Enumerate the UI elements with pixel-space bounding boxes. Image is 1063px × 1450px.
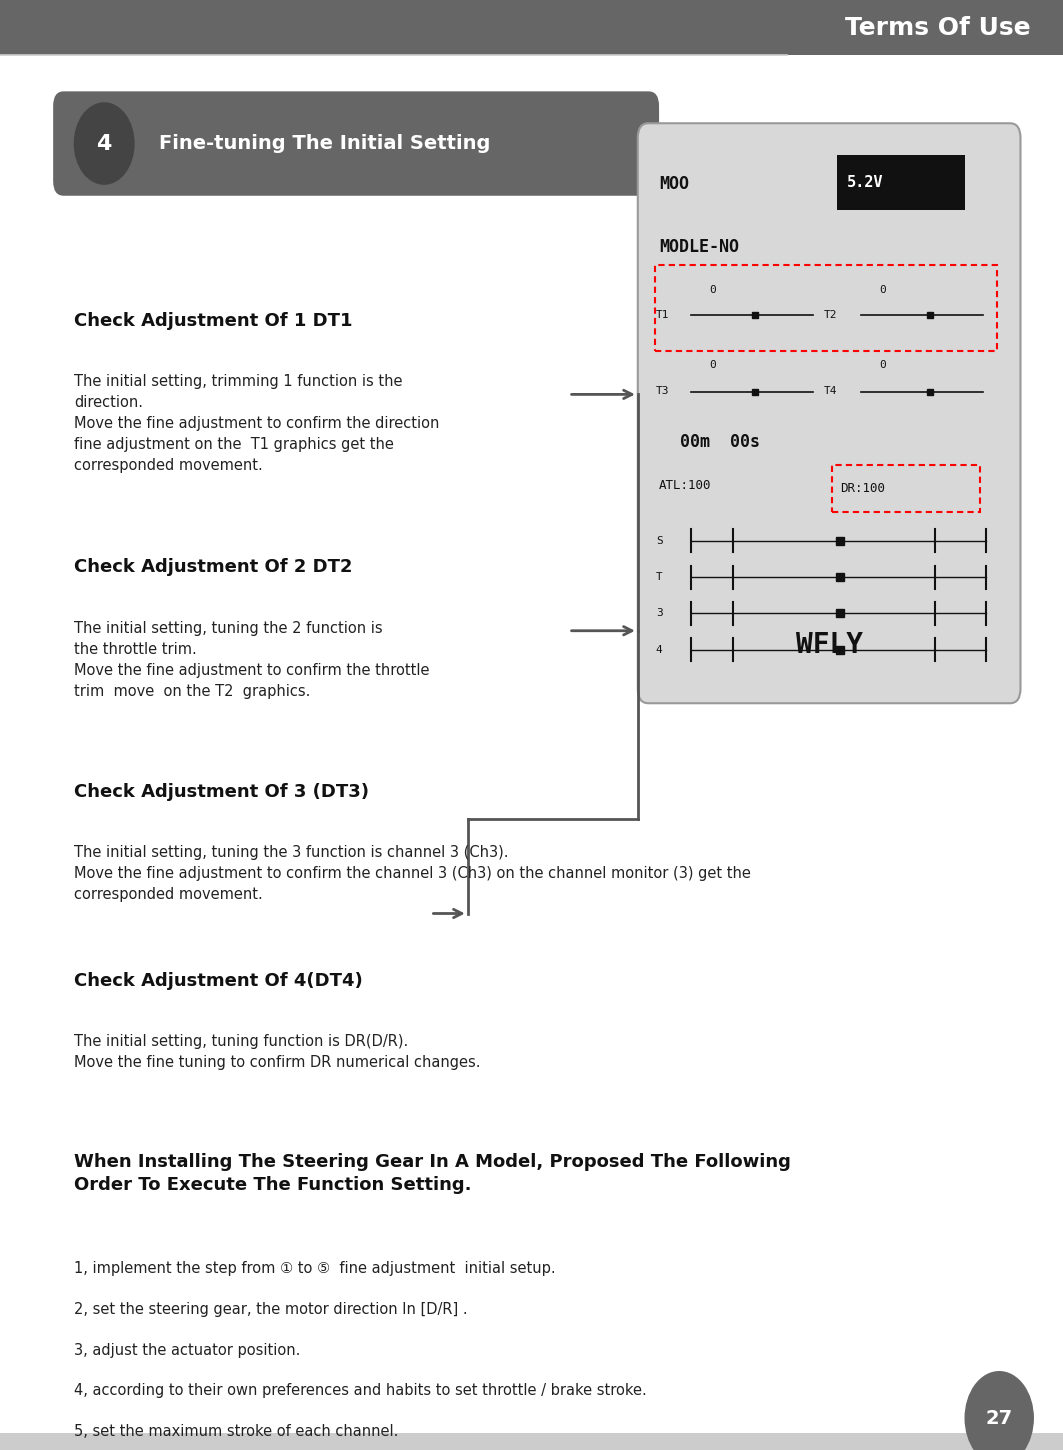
Text: 27: 27 xyxy=(985,1408,1013,1428)
Text: 3: 3 xyxy=(656,609,662,618)
Text: T: T xyxy=(656,573,662,581)
Text: Check Adjustment Of 2 DT2: Check Adjustment Of 2 DT2 xyxy=(74,558,353,576)
Text: 4: 4 xyxy=(656,645,662,654)
Text: 4, according to their own preferences and habits to set throttle / brake stroke.: 4, according to their own preferences an… xyxy=(74,1383,647,1398)
Text: The initial setting, trimming 1 function is the
direction.
Move the fine adjustm: The initial setting, trimming 1 function… xyxy=(74,374,440,473)
Text: The initial setting, tuning function is DR(D/R).
Move the fine tuning to confirm: The initial setting, tuning function is … xyxy=(74,1034,480,1070)
Text: T4: T4 xyxy=(824,387,838,396)
Text: T3: T3 xyxy=(656,387,670,396)
Text: 0: 0 xyxy=(879,286,885,294)
FancyBboxPatch shape xyxy=(638,123,1020,703)
Text: Check Adjustment Of 1 DT1: Check Adjustment Of 1 DT1 xyxy=(74,312,353,329)
Text: T1: T1 xyxy=(656,310,670,319)
Text: The initial setting, tuning the 3 function is channel 3 (Ch3).
Move the fine adj: The initial setting, tuning the 3 functi… xyxy=(74,845,752,902)
Text: 2, set the steering gear, the motor direction In [D/R] .: 2, set the steering gear, the motor dire… xyxy=(74,1302,468,1317)
Text: Check Adjustment Of 3 (DT3): Check Adjustment Of 3 (DT3) xyxy=(74,783,370,800)
FancyBboxPatch shape xyxy=(0,0,1063,55)
Circle shape xyxy=(965,1372,1033,1450)
Text: When Installing The Steering Gear In A Model, Proposed The Following
Order To Ex: When Installing The Steering Gear In A M… xyxy=(74,1153,791,1195)
Text: 00m  00s: 00m 00s xyxy=(680,434,760,451)
Text: 5, set the maximum stroke of each channel.: 5, set the maximum stroke of each channe… xyxy=(74,1424,399,1438)
Text: Check Adjustment Of 4(DT4): Check Adjustment Of 4(DT4) xyxy=(74,972,364,989)
Text: DR:100: DR:100 xyxy=(840,483,884,494)
Text: Terms Of Use: Terms Of Use xyxy=(845,16,1031,39)
Text: 1, implement the step from ① to ⑤  fine adjustment  initial setup.: 1, implement the step from ① to ⑤ fine a… xyxy=(74,1262,556,1276)
Text: WFLY: WFLY xyxy=(795,631,863,660)
Text: S: S xyxy=(656,536,662,545)
Text: The initial setting, tuning the 2 function is
the throttle trim.
Move the fine a: The initial setting, tuning the 2 functi… xyxy=(74,621,429,699)
Text: T2: T2 xyxy=(824,310,838,319)
Text: 0: 0 xyxy=(879,361,885,370)
Circle shape xyxy=(74,103,134,184)
FancyBboxPatch shape xyxy=(0,1433,1063,1450)
Text: 0: 0 xyxy=(709,286,715,294)
FancyBboxPatch shape xyxy=(837,155,965,210)
Text: 4: 4 xyxy=(97,133,112,154)
FancyBboxPatch shape xyxy=(53,91,659,196)
Text: ATL:100: ATL:100 xyxy=(659,480,711,492)
Text: MODLE-NO: MODLE-NO xyxy=(659,238,739,255)
Text: 5.2V: 5.2V xyxy=(847,175,883,190)
Text: 3, adjust the actuator position.: 3, adjust the actuator position. xyxy=(74,1343,301,1357)
Text: 0: 0 xyxy=(709,361,715,370)
Text: Fine-tuning The Initial Setting: Fine-tuning The Initial Setting xyxy=(159,133,491,154)
Text: MOO: MOO xyxy=(659,175,689,193)
